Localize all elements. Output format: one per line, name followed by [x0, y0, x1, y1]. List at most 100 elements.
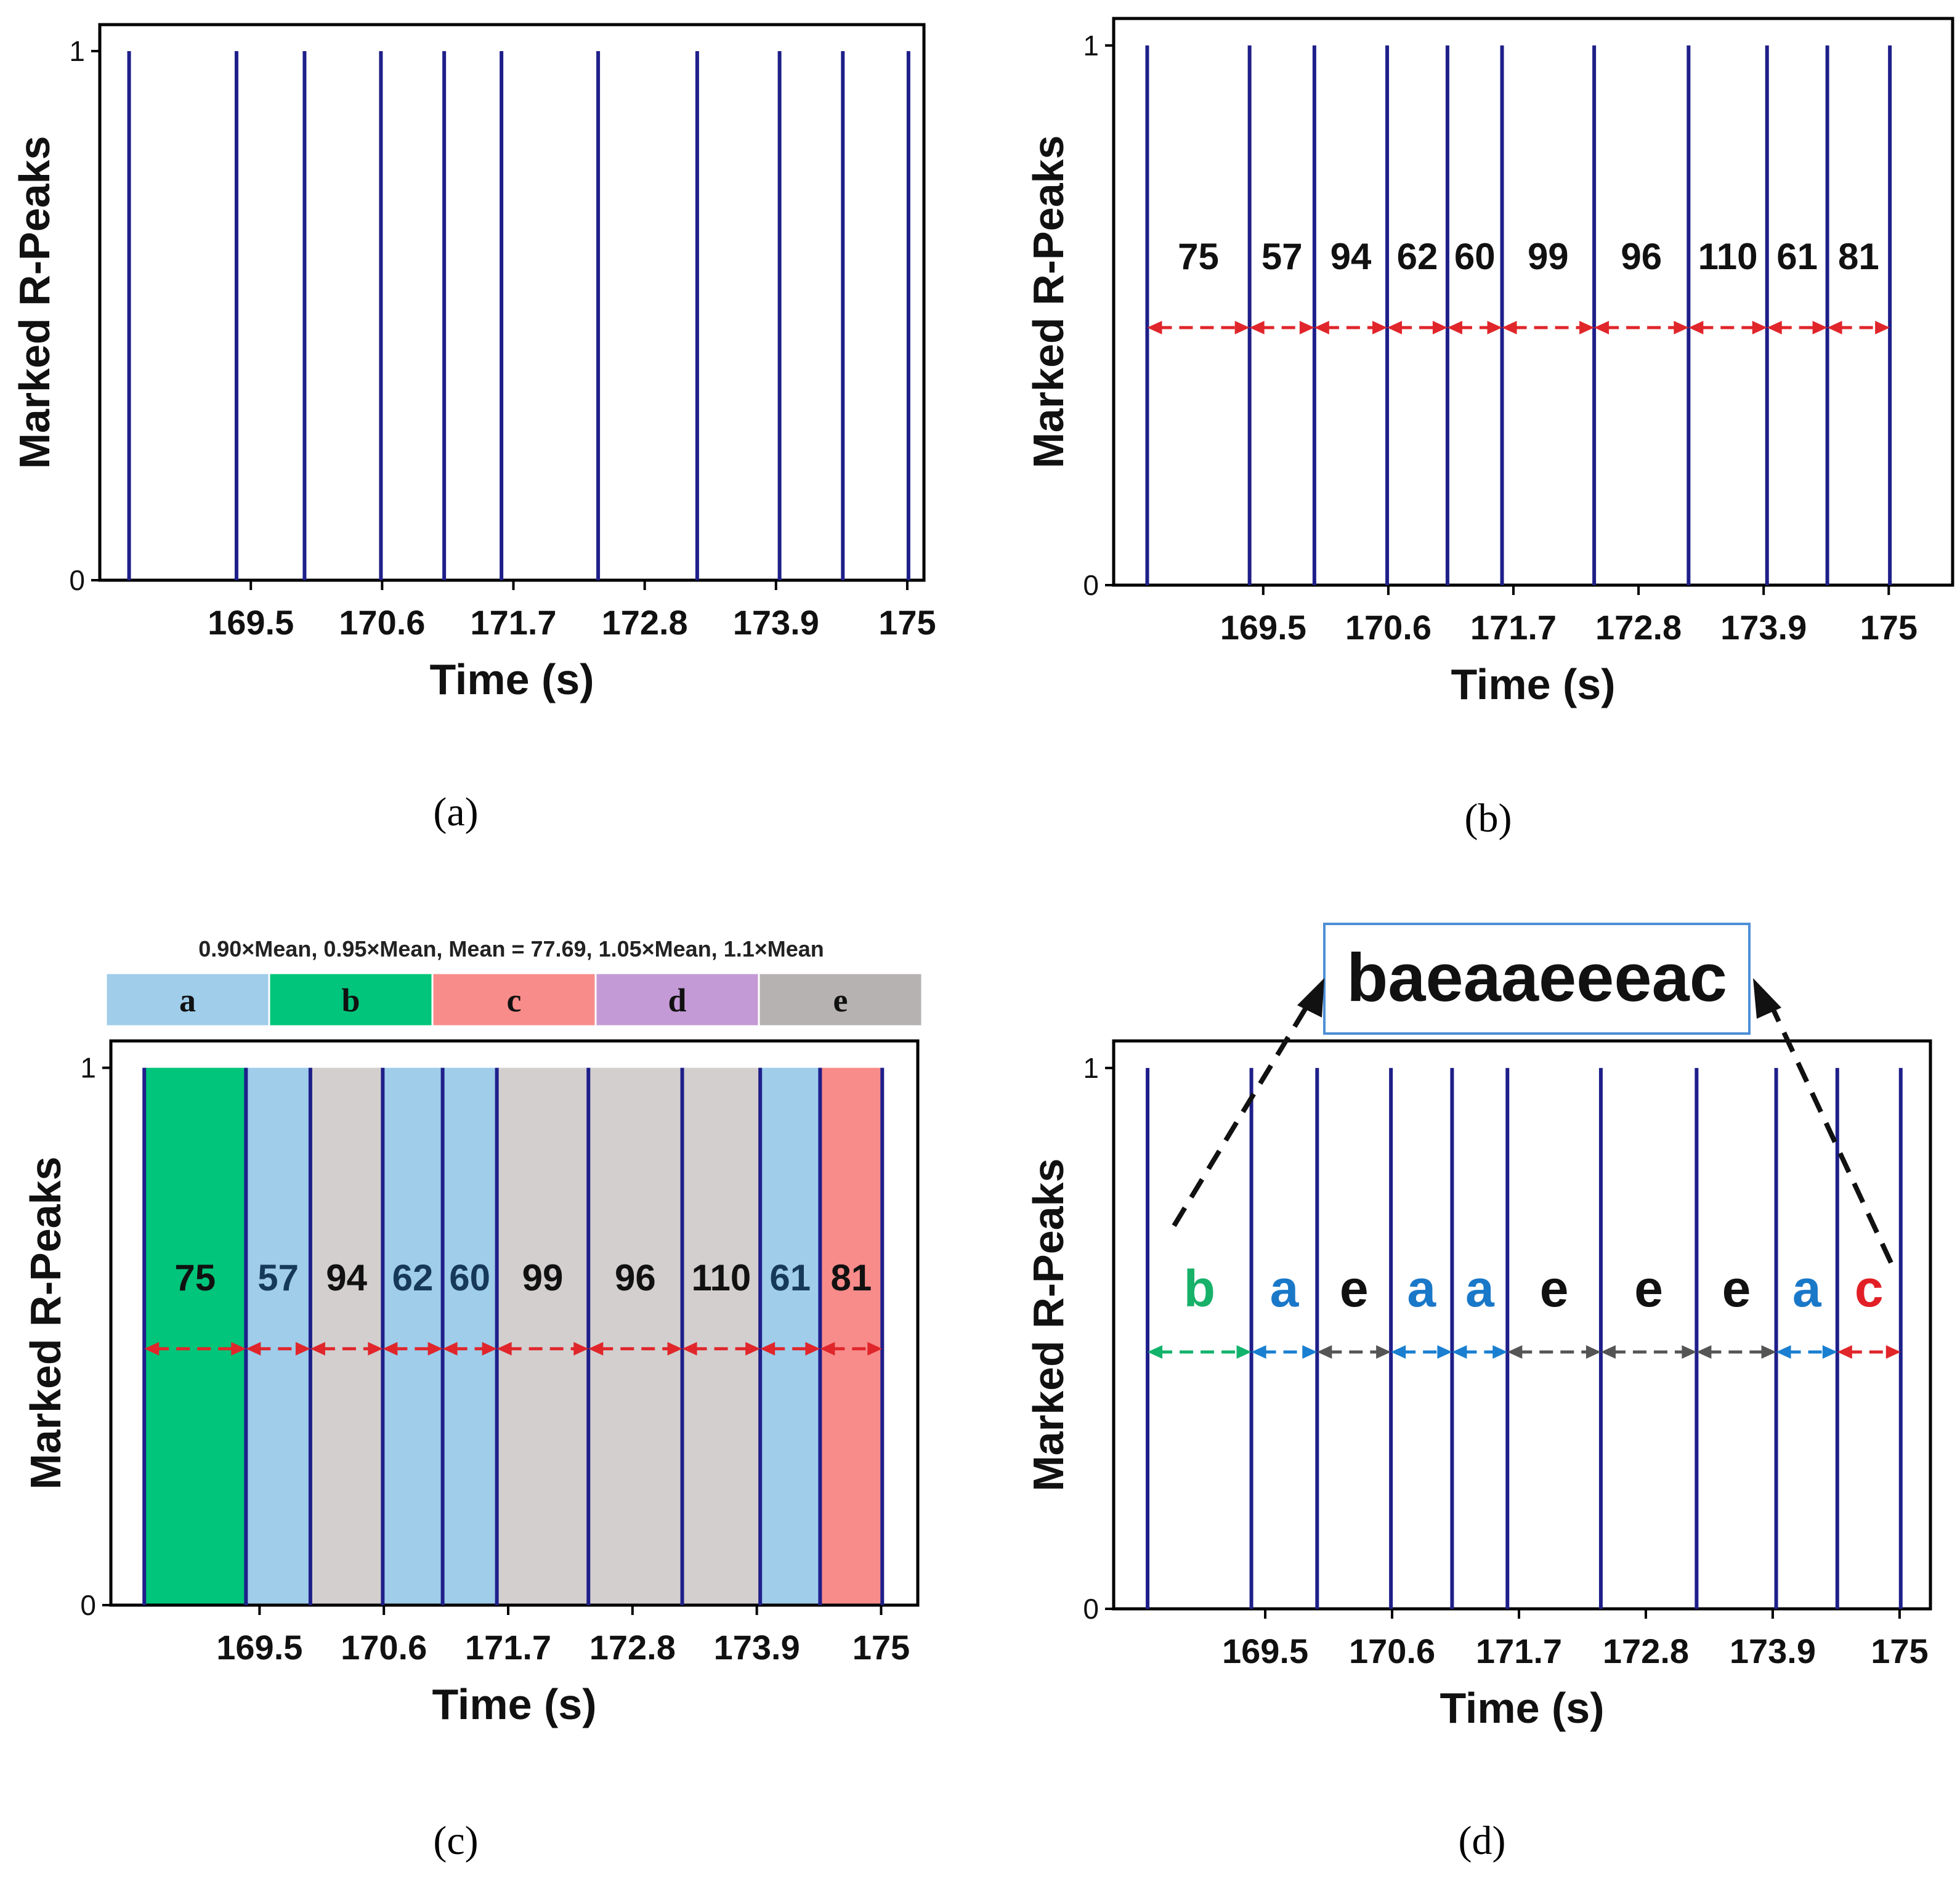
y-tick-label: 1 — [80, 1052, 96, 1084]
arrow-head-left — [1696, 1345, 1712, 1359]
interval-class-arrow — [1317, 1345, 1391, 1359]
interval-class-arrow — [1391, 1345, 1452, 1359]
x-tick-label: 171.7 — [470, 603, 556, 642]
axes-frame — [109, 1039, 920, 1607]
rr-interval-arrow — [1249, 320, 1314, 334]
interval-fill-a — [383, 1067, 443, 1605]
rr-interval-value: 94 — [326, 1257, 367, 1298]
arrow-head-left — [1249, 320, 1265, 334]
arrow-head-left — [1387, 320, 1403, 334]
axes-frame — [1112, 1039, 1932, 1611]
rr-interval-value: 62 — [1397, 236, 1438, 277]
y-axis-label: Marked R-Peaks — [1024, 1159, 1072, 1492]
interval-fill-a — [442, 1067, 497, 1605]
rr-interval-arrow — [682, 1342, 761, 1356]
arrow-head-left — [1594, 320, 1610, 334]
rr-interval-arrow — [1314, 320, 1388, 334]
arrow-head-right — [1752, 320, 1767, 334]
arrow-head-right — [1682, 1345, 1697, 1359]
arrow-head-left — [1447, 320, 1462, 334]
legend-band-label-a: a — [179, 982, 196, 1019]
interval-fill-a — [246, 1067, 310, 1605]
arrow-head-right — [1236, 1345, 1252, 1359]
y-tick-label: 0 — [80, 1589, 96, 1621]
rr-interval-value: 81 — [830, 1257, 872, 1298]
arrow-head-right — [482, 1342, 497, 1356]
x-tick-label: 170.6 — [341, 1628, 427, 1667]
legend-band-label-d: d — [668, 982, 686, 1019]
arrow-head-left — [1317, 1345, 1332, 1359]
arrow-head-left — [496, 1342, 512, 1356]
x-axis-label: Time (s) — [432, 1680, 596, 1728]
pointer-right-head — [1753, 978, 1781, 1019]
rr-interval-arrow — [1594, 320, 1689, 334]
rr-interval-arrow — [1502, 320, 1595, 334]
arrow-head-right — [1234, 320, 1250, 334]
arrow-head-left — [442, 1342, 458, 1356]
legend-band-e — [758, 972, 923, 1027]
rr-interval-value: 110 — [1698, 236, 1758, 277]
arrow-head-left — [1148, 1345, 1163, 1359]
x-tick-label: 175 — [852, 1628, 910, 1667]
rr-interval-arrow — [1827, 320, 1890, 334]
rr-interval-value: 57 — [1261, 236, 1303, 277]
x-tick-label: 175 — [1860, 608, 1917, 647]
arrow-head-right — [368, 1342, 383, 1356]
arrow-head-right — [231, 1342, 246, 1356]
rr-interval-arrow — [820, 1342, 883, 1356]
arrow-head-right — [1812, 320, 1828, 334]
interval-class-label: e — [1540, 1260, 1569, 1317]
arrow-head-left — [1147, 320, 1162, 334]
panel-d: 0 1 169.5 170.6 171.7 172.8 173.9 175 Time (s) Ma… — [1024, 923, 1932, 1732]
arrow-head-right — [295, 1342, 310, 1356]
panel-label-d: (d) — [1459, 1818, 1506, 1863]
axes-frame — [98, 23, 926, 582]
x-tick-label: 170.6 — [339, 603, 425, 642]
rr-interval-arrow — [1447, 320, 1502, 334]
arrow-head-left — [820, 1342, 835, 1356]
legend-caption: 0.90×Mean, 0.95×Mean, Mean = 77.69, 1.05… — [198, 936, 824, 961]
rr-interval-arrow — [588, 1342, 682, 1356]
arrow-head-left — [1452, 1345, 1467, 1359]
x-tick-label: 172.8 — [1595, 608, 1682, 647]
panel-a: 0 1 169.5 170.6 171.7 172.8 173.9 175 Time (s) Ma… — [10, 23, 936, 703]
pointer-left — [1172, 996, 1314, 1228]
interval-class-label: a — [1465, 1260, 1495, 1317]
pointer-right — [1765, 997, 1893, 1264]
arrow-head-left — [1600, 1345, 1616, 1359]
arrow-head-left — [383, 1342, 398, 1356]
panel-label-b: (b) — [1465, 796, 1512, 841]
panel-label-c: (c) — [433, 1818, 478, 1863]
arrow-head-left — [1688, 320, 1704, 334]
interval-class-arrow — [1776, 1345, 1837, 1359]
interval-fill-e — [496, 1067, 589, 1605]
interval-class-label: e — [1634, 1260, 1663, 1317]
interval-fill-a — [760, 1067, 820, 1605]
interval-fill-b — [144, 1067, 246, 1605]
interval-fill-c — [820, 1067, 883, 1605]
arrow-head-right — [1822, 1345, 1837, 1359]
rr-interval-value: 94 — [1330, 236, 1372, 277]
x-tick-label: 169.5 — [216, 1628, 302, 1667]
y-tick-label: 0 — [1083, 1593, 1099, 1625]
x-axis-label: Time (s) — [429, 655, 594, 703]
x-tick-label: 175 — [1871, 1632, 1928, 1670]
arrow-head-right — [1585, 1345, 1601, 1359]
rr-interval-value: 99 — [1528, 236, 1569, 277]
legend-band-label-c: c — [507, 982, 522, 1019]
y-tick-label: 0 — [69, 564, 85, 596]
interval-class-label: a — [1407, 1260, 1436, 1317]
rr-interval-arrow — [1147, 320, 1250, 334]
rr-interval-value: 75 — [174, 1257, 216, 1298]
y-axis-label: Marked R-Peaks — [22, 1157, 70, 1490]
panel-label-a: (a) — [433, 790, 478, 835]
rr-interval-arrow — [246, 1342, 310, 1356]
x-tick-label: 175 — [878, 603, 936, 642]
arrow-head-right — [1432, 320, 1448, 334]
x-tick-label: 169.5 — [1222, 1632, 1308, 1670]
x-tick-label: 171.7 — [1476, 1632, 1562, 1670]
arrow-head-left — [1827, 320, 1842, 334]
rr-interval-value: 81 — [1838, 236, 1879, 277]
panel-c: 0.90×Mean, 0.95×Mean, Mean = 77.69, 1.05… — [22, 936, 923, 1728]
rr-interval-arrow — [1387, 320, 1448, 334]
